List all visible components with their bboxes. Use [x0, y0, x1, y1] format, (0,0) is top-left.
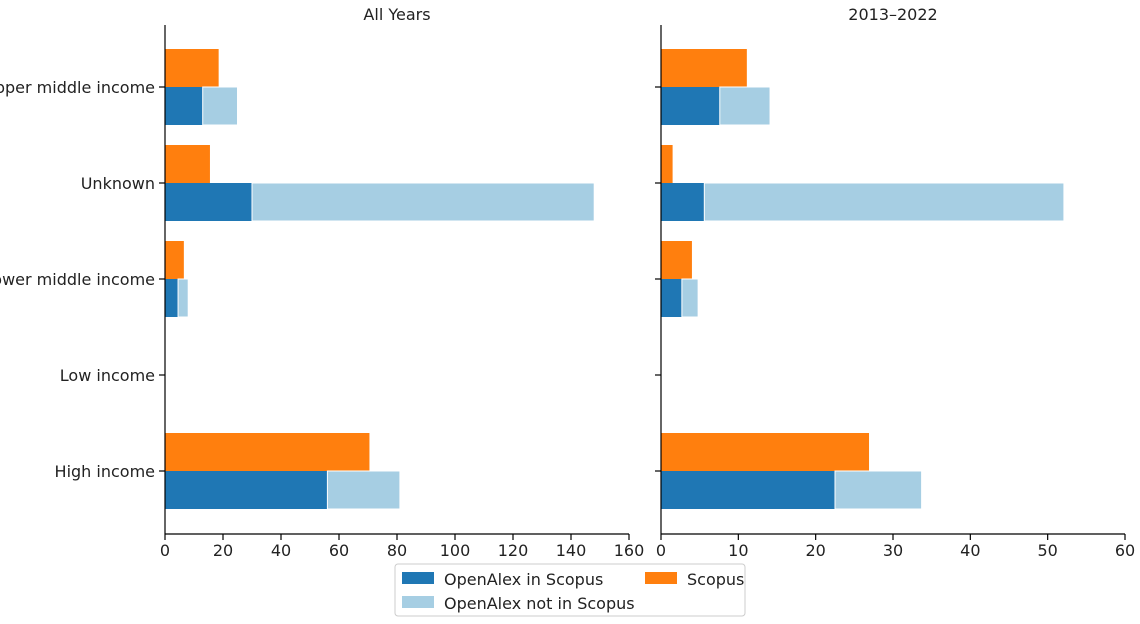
x-tick-label: 100	[440, 541, 471, 560]
bar-openalex-in-scopus-unknown	[661, 183, 705, 221]
panel-title: 2013–2022	[848, 5, 937, 24]
y-tick-label-lower-middle-income: Lower middle income	[0, 270, 155, 289]
bar-openalex-not-in-scopus-lower-middle-income	[681, 278, 699, 318]
y-tick-label-low-income: Low income	[60, 366, 155, 385]
bar-openalex-not-in-scopus-upper-middle-income	[202, 86, 238, 126]
x-tick-label: 50	[1037, 541, 1057, 560]
bar-scopus-lower-middle-income	[661, 241, 692, 279]
x-tick-label: 20	[805, 541, 825, 560]
bar-openalex-in-scopus-lower-middle-income	[165, 279, 179, 317]
bar-openalex-not-in-scopus-high-income	[326, 470, 401, 510]
x-tick-label: 160	[614, 541, 645, 560]
chart-legend: OpenAlex in Scopus OpenAlex not in Scopus…	[394, 563, 746, 617]
bar-openalex-not-in-scopus-upper-middle-income	[719, 86, 771, 126]
bar-openalex-in-scopus-unknown	[165, 183, 252, 221]
y-tick-label-high-income: High income	[55, 462, 155, 481]
x-tick-label: 0	[160, 541, 170, 560]
y-tick-label-unknown: Unknown	[81, 174, 155, 193]
bar-openalex-not-in-scopus-unknown	[251, 182, 595, 222]
x-tick-label: 40	[271, 541, 291, 560]
x-tick-label: 0	[656, 541, 666, 560]
y-tick-label-upper-middle-income: Upper middle income	[0, 78, 155, 97]
panel-2: 2013–2022 0 10 20 30 40 50 60	[655, 5, 1135, 560]
bar-openalex-in-scopus-upper-middle-income	[661, 87, 720, 125]
bar-scopus-high-income	[165, 433, 370, 471]
x-tick-label: 60	[329, 541, 349, 560]
legend-swatch-openalex-not-in-scopus	[402, 596, 434, 608]
x-tick-label: 60	[1115, 541, 1135, 560]
bar-scopus-unknown	[661, 145, 673, 183]
bar-openalex-not-in-scopus-unknown	[703, 182, 1065, 222]
legend-label-openalex-not-in-scopus: OpenAlex not in Scopus	[444, 594, 635, 613]
bar-scopus-upper-middle-income	[661, 49, 747, 87]
x-tick-label: 80	[387, 541, 407, 560]
bar-scopus-unknown	[165, 145, 210, 183]
bar-openalex-in-scopus-lower-middle-income	[661, 279, 682, 317]
x-tick-label: 120	[498, 541, 529, 560]
x-tick-label: 40	[960, 541, 980, 560]
bar-scopus-high-income	[661, 433, 870, 471]
legend-swatch-scopus	[645, 572, 677, 584]
bar-openalex-in-scopus-high-income	[165, 471, 328, 509]
bar-openalex-not-in-scopus-high-income	[834, 470, 923, 510]
bar-openalex-in-scopus-high-income	[661, 471, 835, 509]
chart-panels: All Years High income Low income Lower midd…	[0, 5, 1135, 560]
panel-1: All Years High income Low income Lower midd…	[0, 5, 644, 560]
bar-openalex-in-scopus-upper-middle-income	[165, 87, 203, 125]
x-tick-label: 20	[213, 541, 233, 560]
legend-swatch-openalex-in-scopus	[402, 572, 434, 584]
legend-label-scopus: Scopus	[687, 570, 744, 589]
x-tick-label: 10	[728, 541, 748, 560]
panel-title: All Years	[363, 5, 430, 24]
legend-label-openalex-in-scopus: OpenAlex in Scopus	[444, 570, 603, 589]
x-tick-label: 30	[883, 541, 903, 560]
bar-openalex-not-in-scopus-lower-middle-income	[177, 278, 189, 318]
bar-scopus-upper-middle-income	[165, 49, 219, 87]
x-tick-label: 140	[556, 541, 587, 560]
bar-scopus-lower-middle-income	[165, 241, 184, 279]
